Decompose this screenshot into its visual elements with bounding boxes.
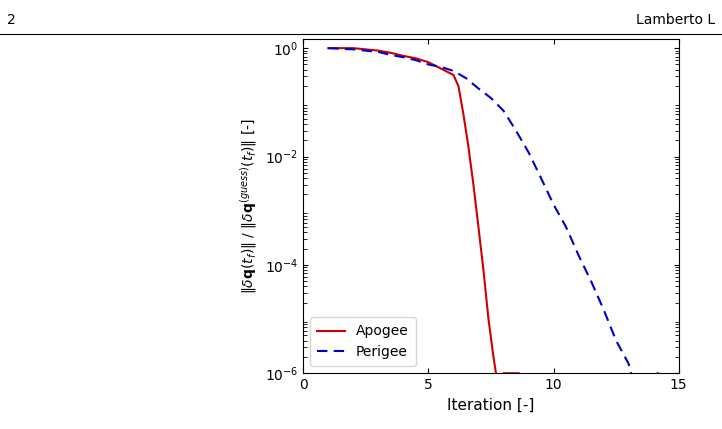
Perigee [437, 64, 445, 69]
X-axis label: Iteration [-]: Iteration [-] [447, 398, 535, 413]
Perigee [654, 371, 663, 376]
Line: Perigee: Perigee [329, 48, 658, 411]
Perigee [536, 175, 545, 181]
Perigee [412, 57, 420, 63]
Apogee [484, 317, 493, 322]
Apogee [454, 84, 463, 89]
Perigee [386, 52, 395, 57]
Apogee [374, 48, 383, 53]
Apogee [324, 45, 333, 51]
Perigee [649, 371, 658, 376]
Perigee [599, 307, 608, 312]
Apogee [479, 268, 488, 273]
Apogee [449, 73, 458, 78]
Legend: Apogee, Perigee: Apogee, Perigee [310, 317, 416, 366]
Apogee [504, 371, 513, 376]
Perigee [637, 408, 645, 414]
Apogee [386, 50, 395, 55]
Apogee [494, 387, 503, 392]
Apogee [499, 371, 508, 376]
Apogee [349, 45, 357, 51]
Perigee [524, 150, 533, 155]
Perigee [487, 96, 495, 101]
Perigee [562, 224, 570, 230]
Apogee [437, 66, 445, 71]
Perigee [512, 128, 521, 133]
Apogee [474, 224, 483, 230]
Perigee [612, 338, 620, 343]
Perigee [349, 47, 357, 52]
Perigee [499, 108, 508, 113]
Apogee [424, 60, 432, 65]
Apogee [489, 354, 497, 360]
Text: 2: 2 [7, 13, 16, 27]
Perigee [625, 361, 633, 366]
Perigee [324, 45, 333, 51]
Apogee [464, 145, 473, 150]
Line: Apogee: Apogee [329, 48, 518, 390]
Perigee [549, 202, 558, 207]
Perigee [474, 86, 483, 91]
Apogee [469, 182, 478, 187]
Apogee [459, 112, 468, 117]
Text: Lamberto L: Lamberto L [635, 13, 715, 27]
Perigee [424, 62, 432, 67]
Perigee [587, 278, 596, 284]
Perigee [574, 253, 583, 258]
Perigee [399, 54, 408, 60]
Perigee [449, 68, 458, 73]
Apogee [509, 371, 518, 376]
Apogee [412, 56, 420, 61]
Apogee [514, 371, 523, 376]
Apogee [399, 53, 408, 58]
Perigee [461, 76, 470, 81]
Perigee [374, 49, 383, 54]
Y-axis label: $\|\delta\mathbf{q}(t_f)\|$ / $\|\delta\mathbf{q}^{(guess)}(t_f)\|$ [-]: $\|\delta\mathbf{q}(t_f)\|$ / $\|\delta\… [238, 118, 259, 294]
